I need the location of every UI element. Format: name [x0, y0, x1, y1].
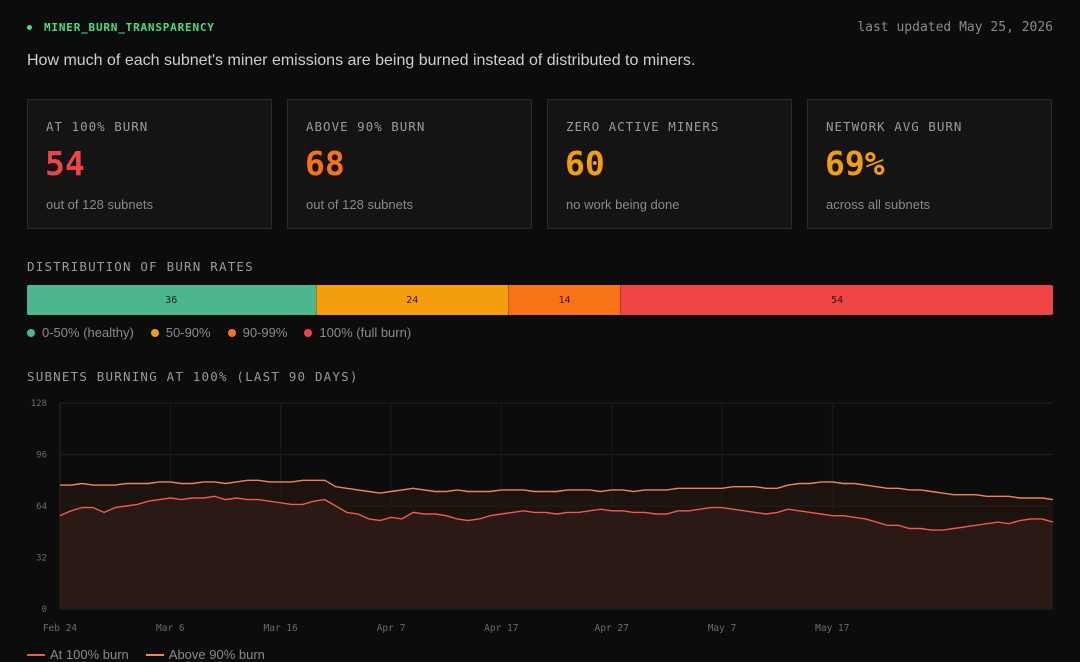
- chart-legend-label: Above 90% burn: [168, 647, 265, 662]
- x-tick-label: Apr 7: [377, 623, 406, 634]
- area-100-burn: [60, 496, 1053, 609]
- y-tick-label: 0: [42, 605, 47, 615]
- burn-history-chart: 0 32 64 96 128 Feb 24 Mar 6 Mar 16 Apr 7 Apr 17 Ap…: [31, 399, 1054, 634]
- y-tick-label: 64: [36, 502, 47, 512]
- legend-dot-icon: [304, 328, 313, 337]
- stat-cards: AT 100% BURN 54 out of 128 subnets ABOVE…: [27, 99, 1054, 231]
- card-label: ABOVE 90% BURN: [306, 119, 426, 134]
- chart-legend-item-90: Above 90% burn: [145, 647, 265, 662]
- legend-item-50-90: 50-90%: [150, 325, 211, 340]
- distribution-segment-90-99[interactable]: 14: [507, 285, 621, 315]
- line-100-burn: [59, 495, 1054, 531]
- x-tick-label: May 7: [708, 623, 737, 634]
- page-description: How much of each subnet's miner emission…: [27, 52, 696, 69]
- distribution-bar: 36 24 14 54: [27, 285, 1053, 315]
- legend-dot-icon: [150, 328, 159, 337]
- brand-label: MINER_BURN_TRANSPARENCY: [44, 21, 215, 34]
- legend-item-full-burn: 100% (full burn): [304, 325, 411, 340]
- last-updated: last updated May 25, 2026: [857, 20, 1053, 35]
- distribution-segment-full-burn[interactable]: 54: [620, 285, 1053, 315]
- legend-item-90-99: 90-99%: [227, 325, 288, 340]
- stat-card-100-burn: AT 100% BURN 54 out of 128 subnets: [27, 99, 272, 229]
- legend-dot-icon: [227, 328, 236, 337]
- distribution-segment-healthy[interactable]: 36: [27, 285, 316, 315]
- x-tick-label: Mar 16: [264, 623, 299, 634]
- y-tick-label: 32: [36, 554, 47, 564]
- distribution-title: DISTRIBUTION OF BURN RATES: [27, 259, 254, 274]
- stat-card-network-avg: NETWORK AVG BURN 69% across all subnets: [807, 99, 1052, 229]
- chart-legend-item-100: At 100% burn: [27, 647, 129, 662]
- status-dot-icon: [27, 24, 32, 30]
- card-subtext: across all subnets: [826, 197, 931, 212]
- card-value: 60: [565, 144, 605, 183]
- card-label: NETWORK AVG BURN: [826, 119, 963, 134]
- line-swatch-icon: [27, 653, 45, 656]
- distribution-legend: 0-50% (healthy) 50-90% 90-99% 100% (full…: [27, 325, 411, 340]
- stat-card-zero-miners: ZERO ACTIVE MINERS 60 no work being done: [547, 99, 792, 229]
- stat-card-above-90-burn: ABOVE 90% BURN 68 out of 128 subnets: [287, 99, 532, 229]
- card-subtext: out of 128 subnets: [46, 197, 153, 212]
- legend-item-healthy: 0-50% (healthy): [27, 325, 134, 340]
- card-label: ZERO ACTIVE MINERS: [566, 119, 720, 134]
- chart-legend: At 100% burn Above 90% burn: [27, 647, 265, 662]
- card-value: 54: [45, 144, 85, 183]
- card-subtext: out of 128 subnets: [306, 197, 413, 212]
- x-tick-label: Mar 6: [156, 623, 185, 634]
- card-value: 68: [305, 144, 345, 183]
- y-tick-label: 128: [31, 399, 47, 409]
- x-tick-label: May 17: [815, 623, 849, 634]
- x-tick-label: Feb 24: [43, 623, 78, 634]
- distribution-segment-50-90[interactable]: 24: [315, 285, 508, 315]
- legend-label: 50-90%: [165, 325, 211, 340]
- x-tick-label: Apr 27: [595, 623, 629, 634]
- header: MINER_BURN_TRANSPARENCY last updated May…: [27, 20, 1053, 38]
- legend-label: 100% (full burn): [319, 325, 412, 340]
- line-swatch-icon: [145, 653, 164, 656]
- chart-legend-label: At 100% burn: [50, 647, 129, 662]
- legend-dot-icon: [27, 328, 35, 337]
- legend-label: 90-99%: [242, 325, 288, 340]
- area-above-90: [60, 480, 1053, 531]
- card-label: AT 100% BURN: [46, 119, 149, 134]
- line-above-90-burn: [60, 479, 1054, 501]
- history-title: SUBNETS BURNING AT 100% (LAST 90 DAYS): [27, 369, 359, 384]
- x-tick-label: Apr 17: [484, 623, 518, 634]
- brand: MINER_BURN_TRANSPARENCY: [27, 21, 215, 34]
- legend-label: 0-50% (healthy): [42, 325, 134, 340]
- card-subtext: no work being done: [566, 197, 680, 212]
- card-value: 69%: [825, 144, 885, 183]
- y-tick-label: 96: [36, 451, 47, 461]
